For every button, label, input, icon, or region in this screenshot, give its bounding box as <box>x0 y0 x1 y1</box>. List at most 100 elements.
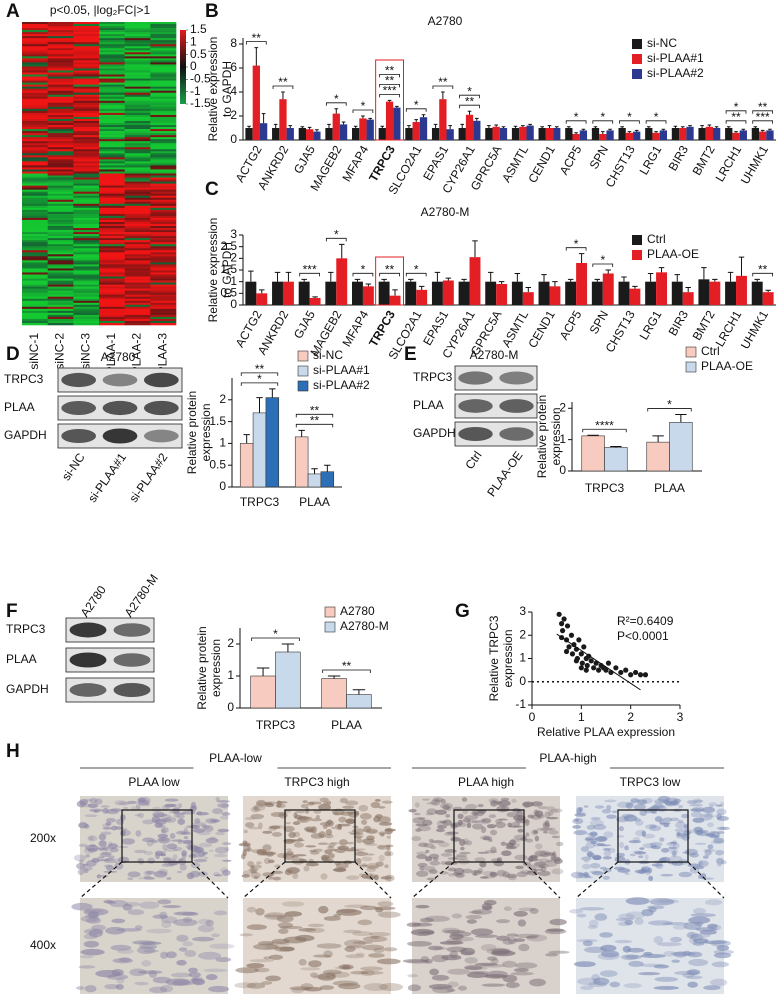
ihc-texture <box>497 800 511 807</box>
heatmap-cell <box>99 177 125 180</box>
heatmap-cell <box>99 127 125 130</box>
heatmap-cell <box>150 280 177 283</box>
y-tick-label: 2 <box>230 108 237 122</box>
ihc-texture <box>630 798 640 803</box>
ihc-texture <box>668 855 683 862</box>
ihc-texture <box>338 816 347 823</box>
ihc-texture <box>173 814 180 818</box>
heatmap-cell <box>99 238 125 241</box>
ihc-texture <box>552 851 557 858</box>
heatmap-cell <box>22 131 48 134</box>
heatmap-cell <box>73 226 100 229</box>
ihc-texture <box>502 960 517 968</box>
heatmap-cell <box>150 106 177 110</box>
error-bar <box>581 128 586 131</box>
ihc-texture <box>288 831 296 838</box>
bar <box>599 134 607 140</box>
ihc-texture <box>105 817 116 823</box>
ihc-texture <box>215 957 232 963</box>
bar <box>469 257 481 305</box>
legend-swatch <box>632 250 642 260</box>
heatmap-cell <box>22 44 48 47</box>
heatmap-cell <box>73 318 100 322</box>
heatmap-cell <box>22 207 48 211</box>
ihc-texture <box>160 850 167 854</box>
ihc-texture <box>293 812 298 819</box>
ihc-texture <box>277 922 294 929</box>
bar <box>646 441 670 472</box>
ihc-texture <box>358 873 365 877</box>
heatmap-cell <box>47 219 74 223</box>
ihc-texture <box>84 814 98 818</box>
ihc-texture <box>378 816 391 824</box>
ihc-texture <box>545 953 559 957</box>
blot-row-label: PLAA <box>4 400 35 414</box>
highlight-box <box>375 256 405 306</box>
ihc-texture <box>123 806 129 809</box>
heatmap-cell <box>99 286 125 289</box>
ihc-texture <box>466 919 477 924</box>
colorbar-tick-label: 1 <box>190 35 197 49</box>
ihc-texture <box>549 918 567 926</box>
error-bar <box>674 274 680 282</box>
ihc-texture <box>589 819 604 827</box>
heatmap-cell <box>124 320 151 324</box>
heatmap-cell <box>99 64 125 67</box>
point <box>569 651 576 657</box>
ihc-texture <box>430 840 445 844</box>
ihc-texture <box>641 798 654 804</box>
ihc-texture <box>253 805 259 812</box>
heatmap-cell <box>47 310 74 314</box>
ihc-texture <box>104 857 116 861</box>
heatmap-cell <box>73 80 100 83</box>
heatmap-cell <box>22 80 48 83</box>
ihc-texture <box>707 822 714 828</box>
heatmap-cell <box>73 215 100 219</box>
ihc-texture <box>550 853 557 861</box>
heatmap-cell <box>150 252 177 255</box>
blot-lane-label: A2780-M <box>122 572 161 620</box>
heatmap-cell <box>99 151 125 154</box>
heatmap-cell <box>99 141 125 144</box>
ihc-image <box>73 796 232 882</box>
ihc-texture <box>335 909 362 916</box>
ihc-texture <box>201 824 208 829</box>
blot-lane-label: A2780 <box>78 583 110 620</box>
ihc-texture <box>97 856 105 859</box>
error-bar <box>727 271 734 282</box>
heatmap-cell <box>150 234 177 237</box>
ihc-texture <box>271 938 290 944</box>
heatmap-cell <box>47 274 74 277</box>
heatmap-cell <box>73 246 100 249</box>
heatmap-cell <box>150 58 177 61</box>
heatmap-cell <box>124 201 151 205</box>
error-bar <box>765 289 771 293</box>
point <box>633 669 639 676</box>
ihc-texture <box>414 802 420 808</box>
ihc-texture <box>407 941 432 947</box>
ihc-texture <box>250 813 265 820</box>
error-bar <box>587 434 599 436</box>
ihc-texture <box>383 947 398 952</box>
blot-band <box>61 372 97 388</box>
ihc-texture <box>89 808 104 813</box>
heatmap-cell <box>73 242 100 245</box>
ihc-texture <box>352 931 373 937</box>
ihc-texture <box>338 839 348 846</box>
ihc-texture <box>107 843 119 850</box>
heatmap-cell <box>47 173 74 176</box>
ihc-texture <box>505 842 515 848</box>
ihc-texture <box>354 835 362 839</box>
heatmap-cell <box>124 280 151 283</box>
ihc-texture <box>537 806 548 810</box>
ihc-texture <box>662 817 673 823</box>
ihc-texture <box>716 813 722 820</box>
y-tick-label: 8 <box>230 36 237 50</box>
ihc-texture <box>330 842 339 845</box>
heatmap-cell <box>150 228 177 231</box>
heatmap-cell <box>99 248 125 251</box>
ihc-texture <box>441 927 461 934</box>
heatmap-cell <box>124 258 151 261</box>
ihc-texture <box>278 928 289 934</box>
